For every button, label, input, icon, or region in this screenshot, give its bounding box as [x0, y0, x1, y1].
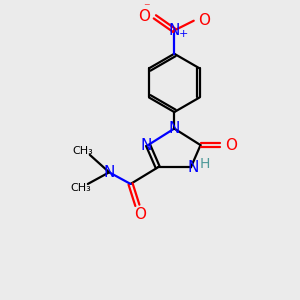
Text: ⁻: ⁻ — [143, 2, 149, 15]
Text: N: N — [169, 121, 180, 136]
Text: N: N — [169, 23, 180, 38]
Text: CH₃: CH₃ — [70, 183, 92, 193]
Text: O: O — [138, 9, 150, 24]
Text: O: O — [134, 207, 146, 222]
Text: N: N — [140, 138, 152, 153]
Text: N: N — [103, 165, 115, 180]
Text: CH₃: CH₃ — [73, 146, 93, 156]
Text: +: + — [178, 29, 188, 39]
Text: N: N — [187, 160, 198, 175]
Text: O: O — [198, 13, 210, 28]
Text: H: H — [199, 157, 210, 171]
Text: O: O — [225, 138, 237, 153]
